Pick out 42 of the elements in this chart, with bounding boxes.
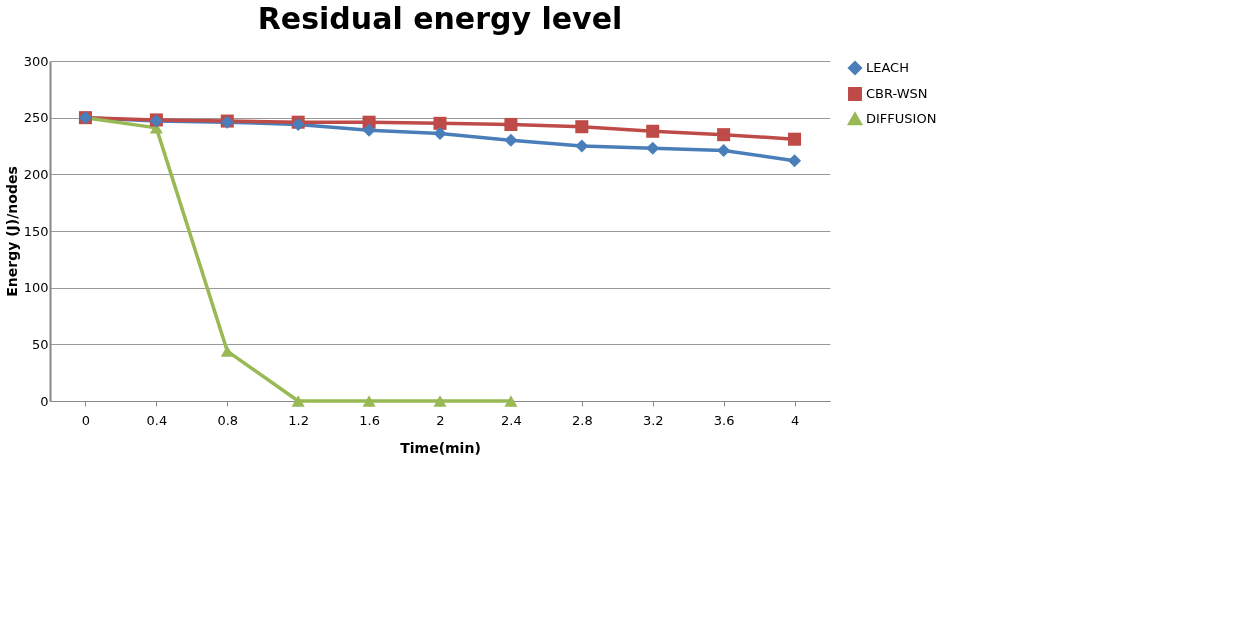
point	[504, 133, 518, 147]
legend-label: LEACH	[866, 60, 909, 75]
x-tick-label: 0.4	[146, 412, 168, 428]
point	[220, 345, 234, 357]
x-tick-label: 2.8	[571, 412, 593, 428]
x-tick-label: 0.8	[217, 412, 239, 428]
point	[575, 139, 589, 153]
x-tick-label: 3.2	[642, 412, 664, 428]
point	[433, 116, 447, 130]
y-tick-label: 50	[31, 336, 49, 352]
point	[717, 128, 731, 142]
y-tick-label: 250	[23, 110, 49, 126]
x-tick-label: 2.4	[501, 412, 522, 428]
y-tick-label: 300	[23, 53, 49, 69]
x-tick-label: 1.2	[288, 412, 310, 428]
x-tick-label: 2	[436, 412, 445, 428]
x-axis-title: Time(min)	[400, 439, 481, 456]
x-tick-label: 3.6	[713, 412, 735, 428]
y-tick-label: 0	[40, 393, 49, 409]
x-tick-label: 4	[790, 412, 800, 428]
y-tick-label: 200	[23, 166, 49, 182]
point	[646, 141, 660, 155]
point	[788, 132, 802, 146]
point	[362, 123, 376, 137]
point	[717, 144, 731, 158]
y-axis-title: Energy (J)/nodes	[3, 166, 20, 297]
legend-label: CBR-WSN	[866, 86, 928, 101]
point	[433, 127, 447, 141]
y-tick-label: 100	[23, 280, 49, 296]
legend-label: DIFFUSION	[866, 111, 937, 126]
point	[291, 395, 305, 407]
point	[788, 154, 802, 168]
x-tick-label: 0	[81, 412, 91, 428]
chart-title: Residual energy level	[257, 1, 623, 36]
point	[504, 117, 518, 131]
y-tick-label: 150	[23, 223, 49, 239]
point	[646, 124, 660, 138]
point	[575, 120, 589, 134]
x-tick-label: 1.6	[359, 412, 380, 428]
point	[504, 395, 518, 407]
point	[433, 395, 447, 407]
point	[362, 395, 376, 407]
